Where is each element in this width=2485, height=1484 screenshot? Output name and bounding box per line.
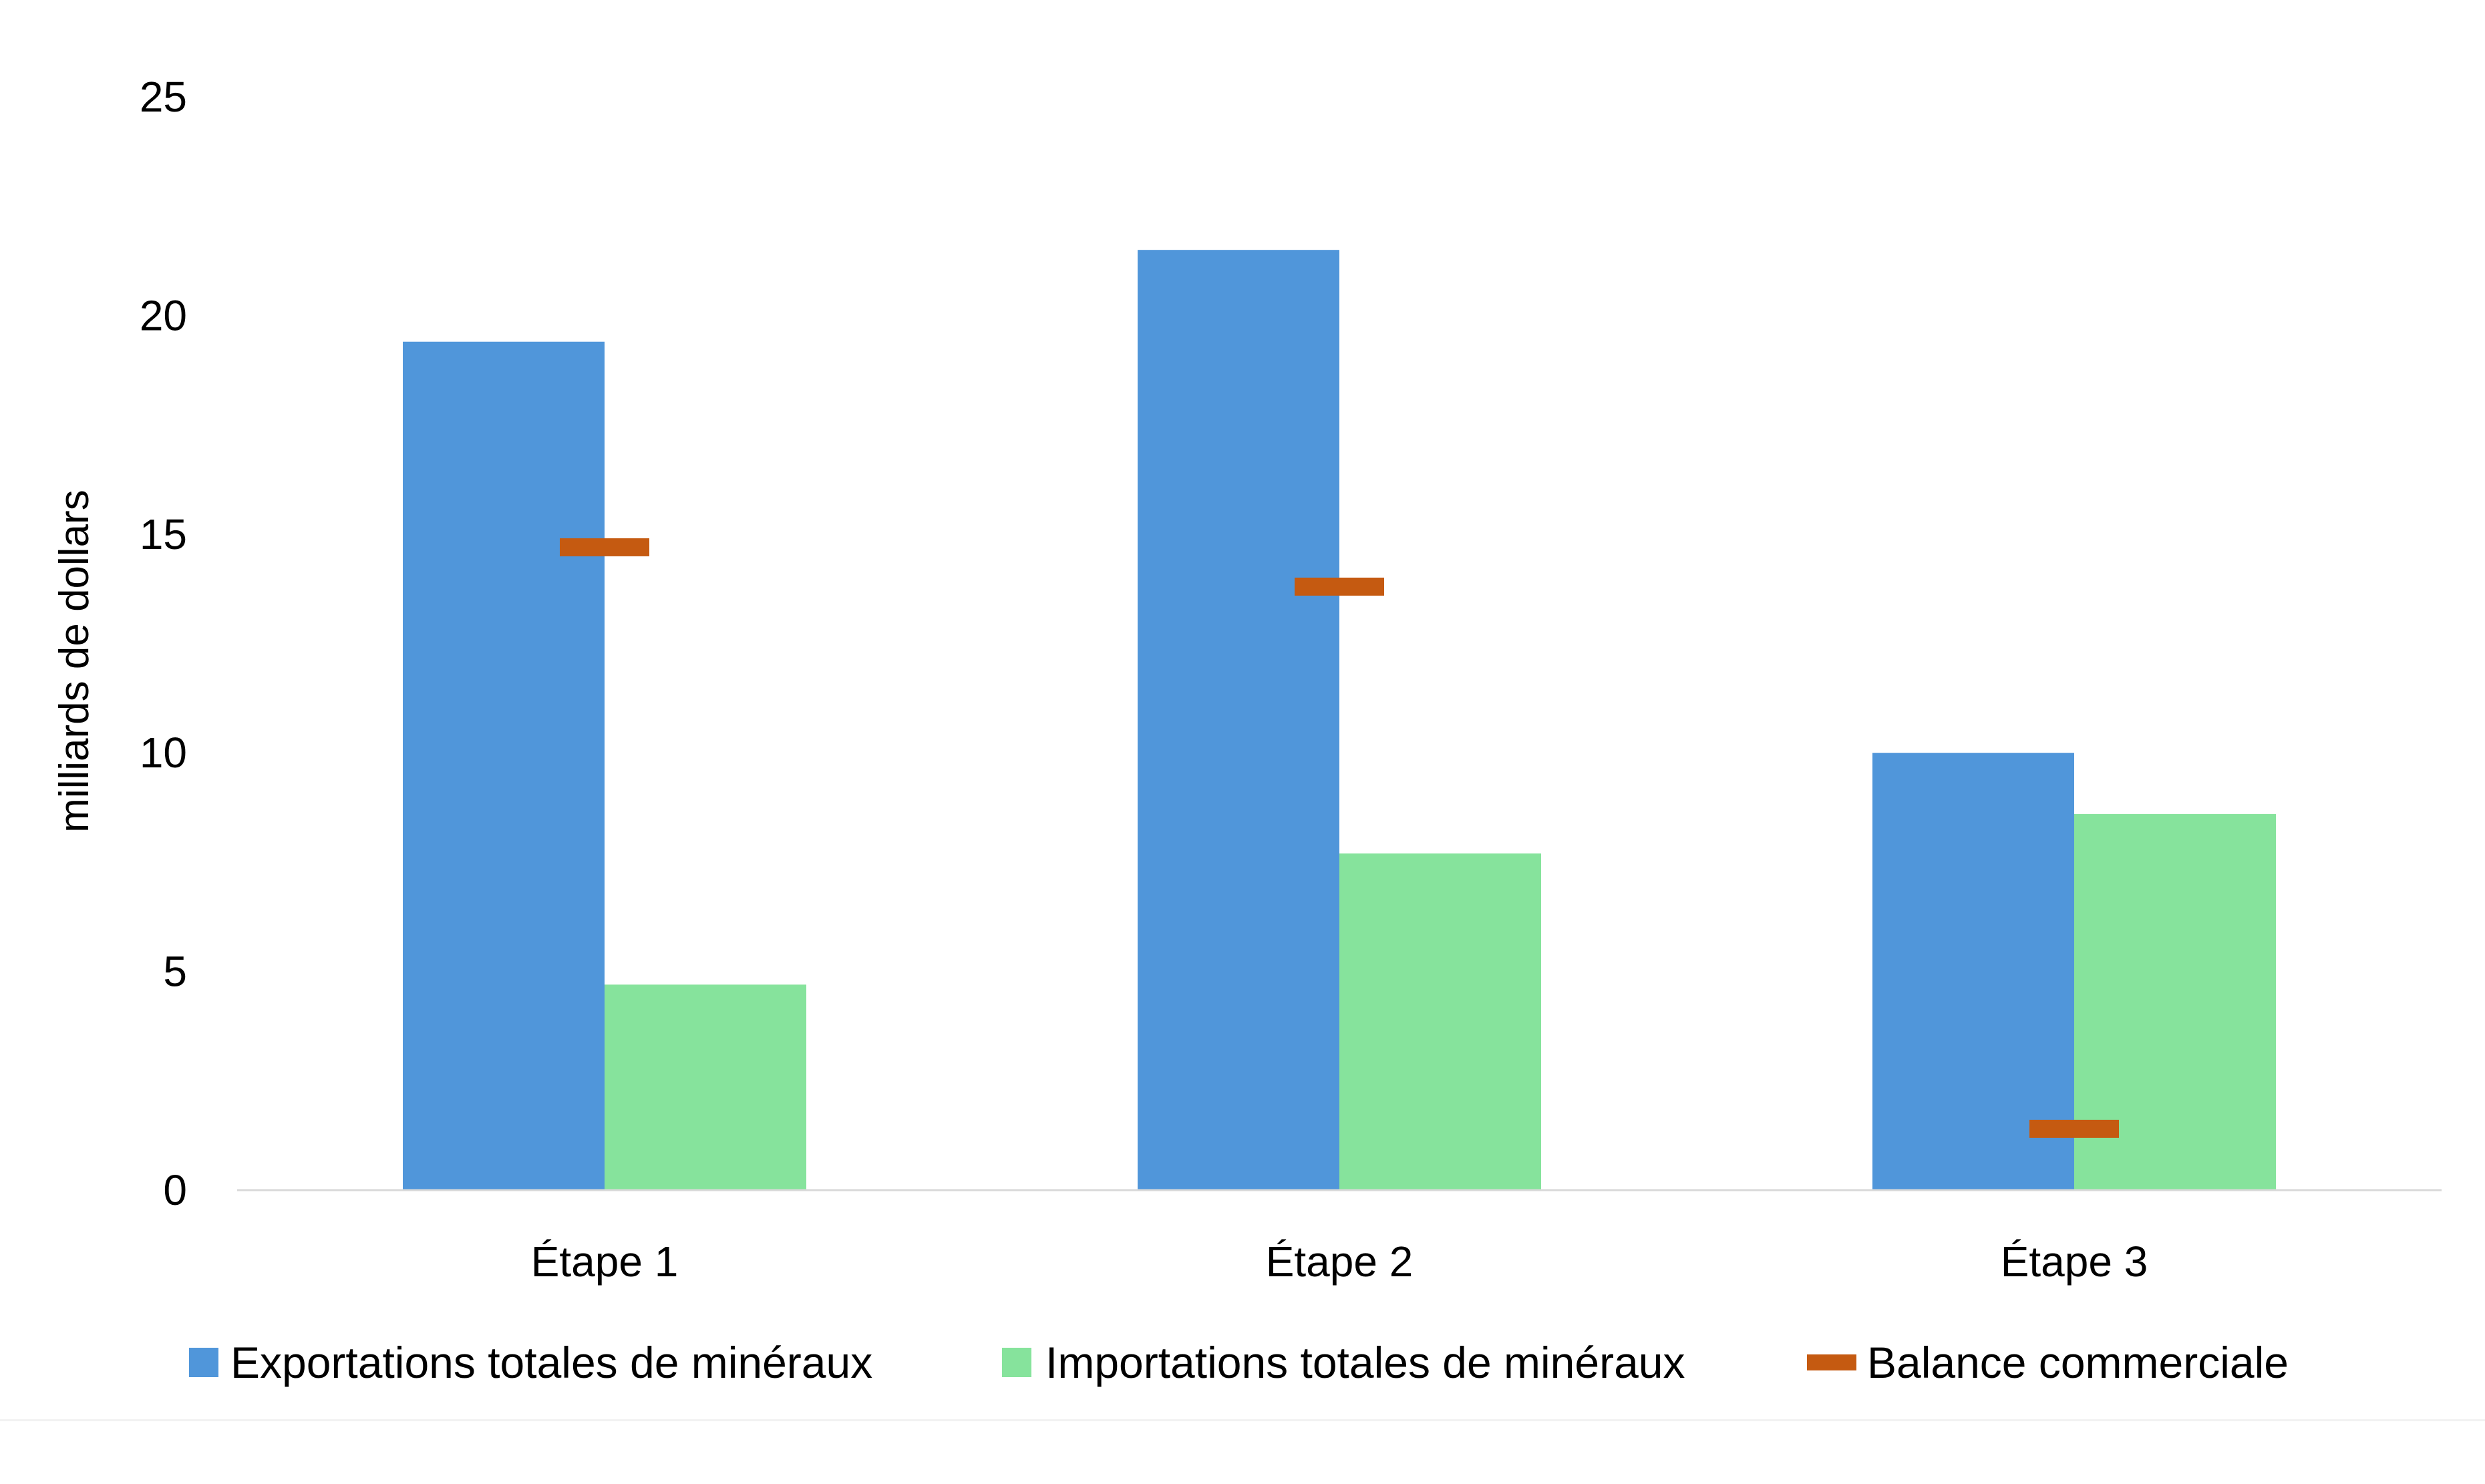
legend-label-3: Balance commerciale	[1867, 1338, 2289, 1387]
footer-divider	[0, 1419, 2485, 1421]
legend-label-2: Importations totales de minéraux	[1045, 1338, 1685, 1387]
bars-layer	[403, 250, 2276, 1191]
bar-1-1	[403, 341, 605, 1190]
y-tick-label: 20	[140, 291, 187, 339]
bar-2-1	[605, 984, 806, 1190]
plot-area	[237, 250, 2442, 1191]
legend-swatch-2	[1002, 1348, 1031, 1377]
balance-marker-3	[2029, 1119, 2119, 1138]
legend: Exportations totales de minéraux Importat…	[189, 1338, 2289, 1387]
legend-swatch-3	[1807, 1354, 1856, 1370]
legend-label-1: Exportations totales de minéraux	[230, 1338, 872, 1387]
y-axis-title: milliards de dollars	[51, 490, 98, 832]
balance-marker-1	[560, 538, 649, 556]
balance-marker-2	[1295, 577, 1384, 596]
legend-swatch-1	[189, 1348, 218, 1377]
y-tick-label: 15	[140, 510, 187, 558]
y-tick-label: 5	[163, 948, 187, 996]
markers-layer	[560, 538, 2119, 1138]
x-tick-label: Étape 3	[2001, 1238, 2148, 1286]
x-axis: Étape 1 Étape 2 Étape 3	[531, 1238, 2148, 1286]
y-tick-label: 10	[140, 729, 187, 777]
y-axis: 0 5 10 15 20 25	[140, 73, 187, 1214]
bar-1-3	[1872, 753, 2074, 1190]
bar-2-2	[1339, 853, 1541, 1190]
x-tick-label: Étape 2	[1266, 1238, 1414, 1286]
y-tick-label: 25	[140, 73, 187, 121]
y-tick-label: 0	[163, 1166, 187, 1214]
x-tick-label: Étape 1	[531, 1238, 679, 1286]
bar-1-2	[1138, 250, 1339, 1191]
